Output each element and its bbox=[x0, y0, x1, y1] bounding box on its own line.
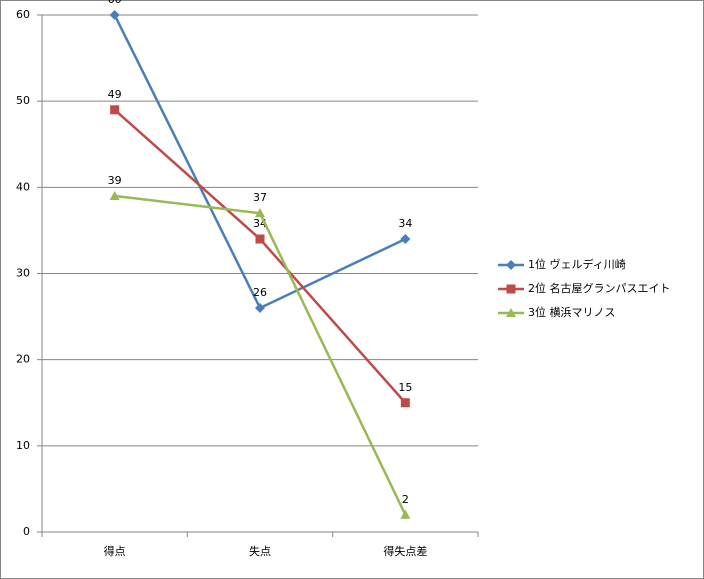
legend-marker bbox=[506, 308, 516, 317]
y-tick-label: 0 bbox=[23, 525, 30, 538]
data-label: 15 bbox=[398, 381, 412, 394]
y-tick-label: 50 bbox=[16, 94, 30, 107]
x-tick-label: 得点 bbox=[104, 545, 126, 558]
data-label: 60 bbox=[108, 0, 122, 6]
marker bbox=[255, 302, 265, 313]
marker bbox=[400, 234, 411, 245]
y-tick-label: 20 bbox=[16, 353, 30, 366]
data-label: 39 bbox=[108, 174, 122, 187]
legend-label: 2位 名古屋グランパスエイト bbox=[528, 281, 671, 295]
marker bbox=[109, 190, 120, 200]
marker bbox=[400, 398, 410, 408]
y-tick-label: 30 bbox=[16, 267, 30, 280]
legend-marker bbox=[506, 260, 516, 270]
marker bbox=[400, 509, 411, 519]
marker bbox=[255, 208, 265, 218]
y-tick-label: 10 bbox=[16, 439, 30, 452]
data-label: 49 bbox=[108, 88, 122, 101]
legend-label: 3位 横浜マリノス bbox=[528, 305, 616, 319]
data-label: 34 bbox=[398, 217, 412, 230]
marker bbox=[110, 105, 120, 115]
data-label: 2 bbox=[402, 493, 409, 506]
data-label: 37 bbox=[253, 191, 267, 204]
marker bbox=[109, 10, 120, 20]
y-tick-label: 40 bbox=[16, 180, 30, 193]
marker bbox=[255, 234, 265, 244]
legend-label: 1位 ヴェルディ川崎 bbox=[528, 257, 626, 271]
legend-marker bbox=[506, 284, 516, 294]
y-tick-label: 60 bbox=[16, 8, 30, 21]
x-tick-label: 失点 bbox=[249, 545, 271, 558]
data-label: 26 bbox=[253, 286, 267, 299]
x-tick-label: 得失点差 bbox=[383, 544, 427, 558]
